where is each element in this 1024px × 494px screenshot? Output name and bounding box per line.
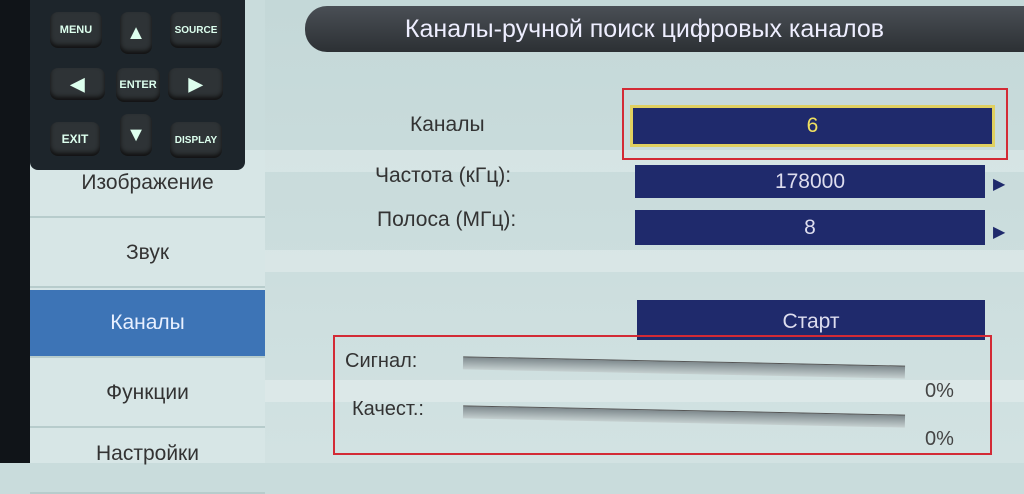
sidebar: Изображение Звук Каналы Функции Настройк… bbox=[30, 150, 265, 494]
frequency-label: Частота (кГц): bbox=[375, 164, 512, 187]
enter-button[interactable]: ENTER bbox=[116, 68, 160, 102]
signal-value: 0% bbox=[925, 380, 954, 402]
stripe bbox=[265, 380, 1024, 402]
channel-label: Каналы bbox=[410, 113, 485, 136]
remote-control-overlay: MENU ▲ SOURCE ◀ ENTER ▶ EXIT ▼ DISPLAY bbox=[30, 0, 245, 170]
sidebar-item-functions[interactable]: Функции bbox=[30, 360, 265, 428]
frequency-field[interactable]: 178000 bbox=[635, 165, 985, 198]
sidebar-item-sound[interactable]: Звук bbox=[30, 220, 265, 288]
page-title: Каналы-ручной поиск цифровых каналов bbox=[305, 6, 1024, 52]
sidebar-item-channels[interactable]: Каналы bbox=[30, 290, 265, 358]
left-button[interactable]: ◀ bbox=[50, 68, 105, 100]
highlight-frame bbox=[622, 88, 1008, 160]
bandwidth-label: Полоса (МГц): bbox=[377, 208, 517, 231]
highlight-frame bbox=[333, 335, 992, 455]
menu-button[interactable]: MENU bbox=[50, 12, 102, 48]
quality-label: Качест.: bbox=[352, 398, 424, 420]
arrow-right-icon[interactable]: ▶ bbox=[993, 224, 1006, 241]
source-button[interactable]: SOURCE bbox=[170, 12, 222, 48]
up-button[interactable]: ▲ bbox=[120, 12, 152, 54]
sidebar-item-image[interactable]: Изображение bbox=[30, 150, 265, 218]
bandwidth-field[interactable]: 8 bbox=[635, 210, 985, 245]
down-button[interactable]: ▼ bbox=[120, 114, 152, 156]
sidebar-item-settings[interactable]: Настройки bbox=[30, 426, 265, 494]
exit-button[interactable]: EXIT bbox=[50, 122, 100, 156]
quality-value: 0% bbox=[925, 428, 954, 450]
channel-field[interactable]: 6 bbox=[630, 105, 995, 147]
display-button[interactable]: DISPLAY bbox=[170, 122, 222, 158]
start-button[interactable]: Старт bbox=[637, 300, 985, 340]
stripe bbox=[265, 250, 1024, 272]
tv-bezel bbox=[0, 0, 30, 463]
arrow-right-icon[interactable]: ▶ bbox=[993, 176, 1006, 193]
signal-label: Сигнал: bbox=[345, 350, 418, 372]
right-button[interactable]: ▶ bbox=[168, 68, 223, 100]
